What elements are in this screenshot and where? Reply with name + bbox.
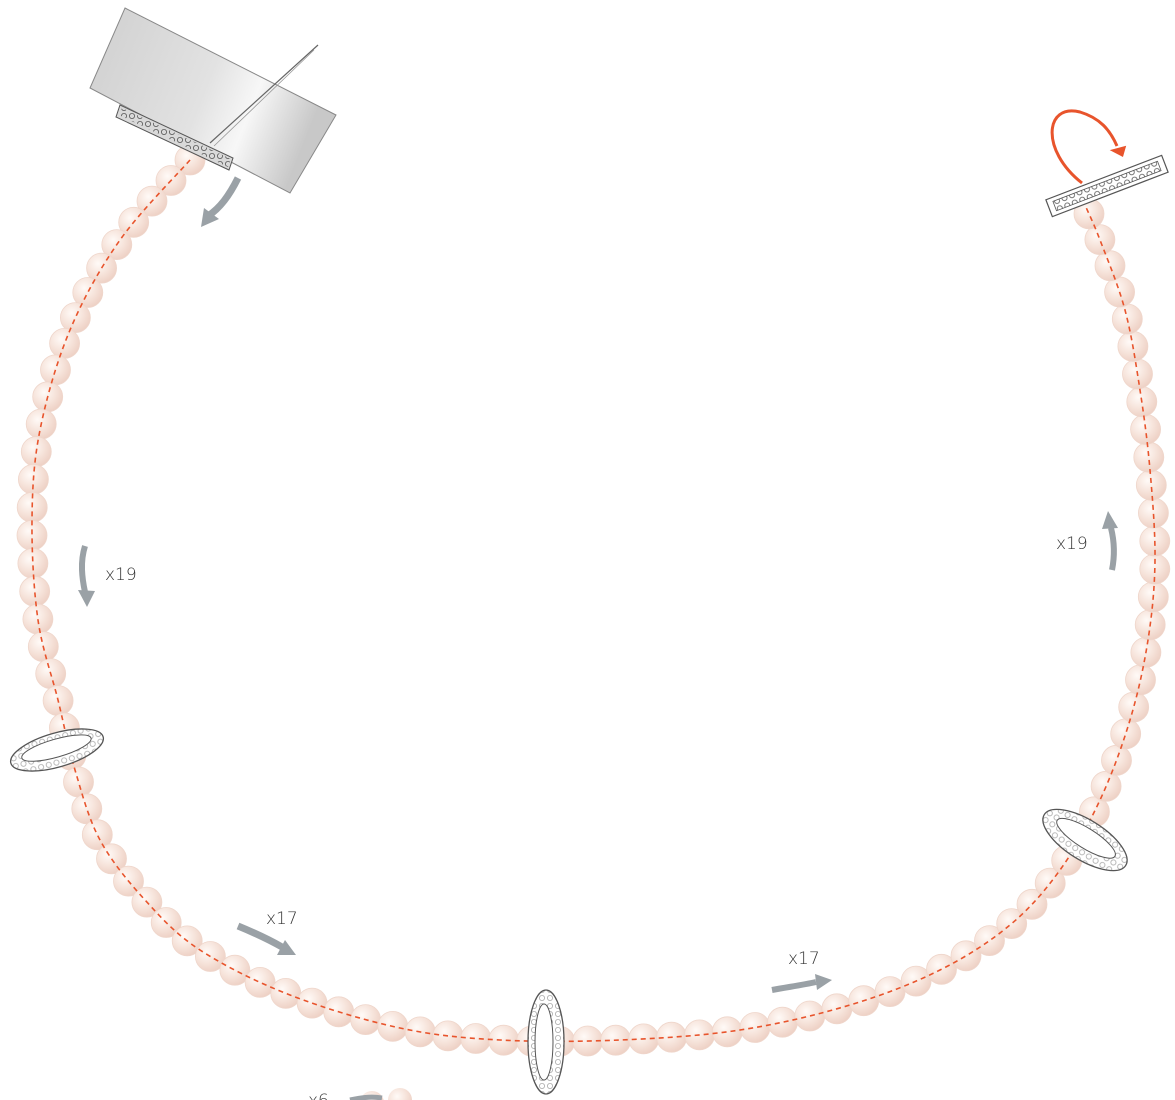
pearl-bead (795, 1001, 825, 1031)
rondelle-spacer-icon (528, 990, 564, 1094)
pearl-bead (740, 1013, 770, 1043)
pearl-bead (1102, 745, 1132, 775)
pearl-bead (1119, 692, 1149, 722)
curved-arrow-icon (238, 926, 296, 955)
pearl-bead (388, 1088, 412, 1100)
count-label-bottom-cut: x6 (308, 1091, 329, 1100)
count-label-left-upper: x19 (105, 565, 137, 585)
pearl-bead (1095, 251, 1125, 281)
pearl-bead (23, 604, 53, 634)
pearl-bead (1134, 442, 1164, 472)
pearl-bead (72, 794, 102, 824)
curved-arrow-icon (772, 974, 832, 990)
curved-arrow-icon (201, 178, 238, 227)
pearl-bead (18, 548, 48, 578)
pearl-bead (461, 1024, 491, 1054)
pearl-bead (1131, 414, 1161, 444)
pearl-bead (41, 355, 71, 385)
box-clasp-icon (90, 8, 336, 193)
pearl-bead (271, 978, 301, 1008)
curved-arrow-icon (78, 546, 95, 607)
pearl-bead (20, 576, 50, 606)
curved-arrow-icon (1102, 511, 1118, 570)
count-label-left-lower: x17 (266, 909, 298, 929)
pearl-bead (712, 1017, 742, 1047)
count-label-right-lower: x17 (788, 949, 820, 969)
count-label-right-upper: x19 (1056, 534, 1088, 554)
thread-line (32, 160, 1155, 1041)
pearl-bead (768, 1007, 798, 1037)
pearl-bead (1136, 470, 1166, 500)
pearl-bead (489, 1025, 519, 1055)
pearl-beads (17, 145, 1170, 1100)
pearl-bead (50, 328, 80, 358)
pearl-bead (1111, 719, 1141, 749)
pearl-bead (1126, 665, 1156, 695)
pearl-bead (64, 767, 94, 797)
